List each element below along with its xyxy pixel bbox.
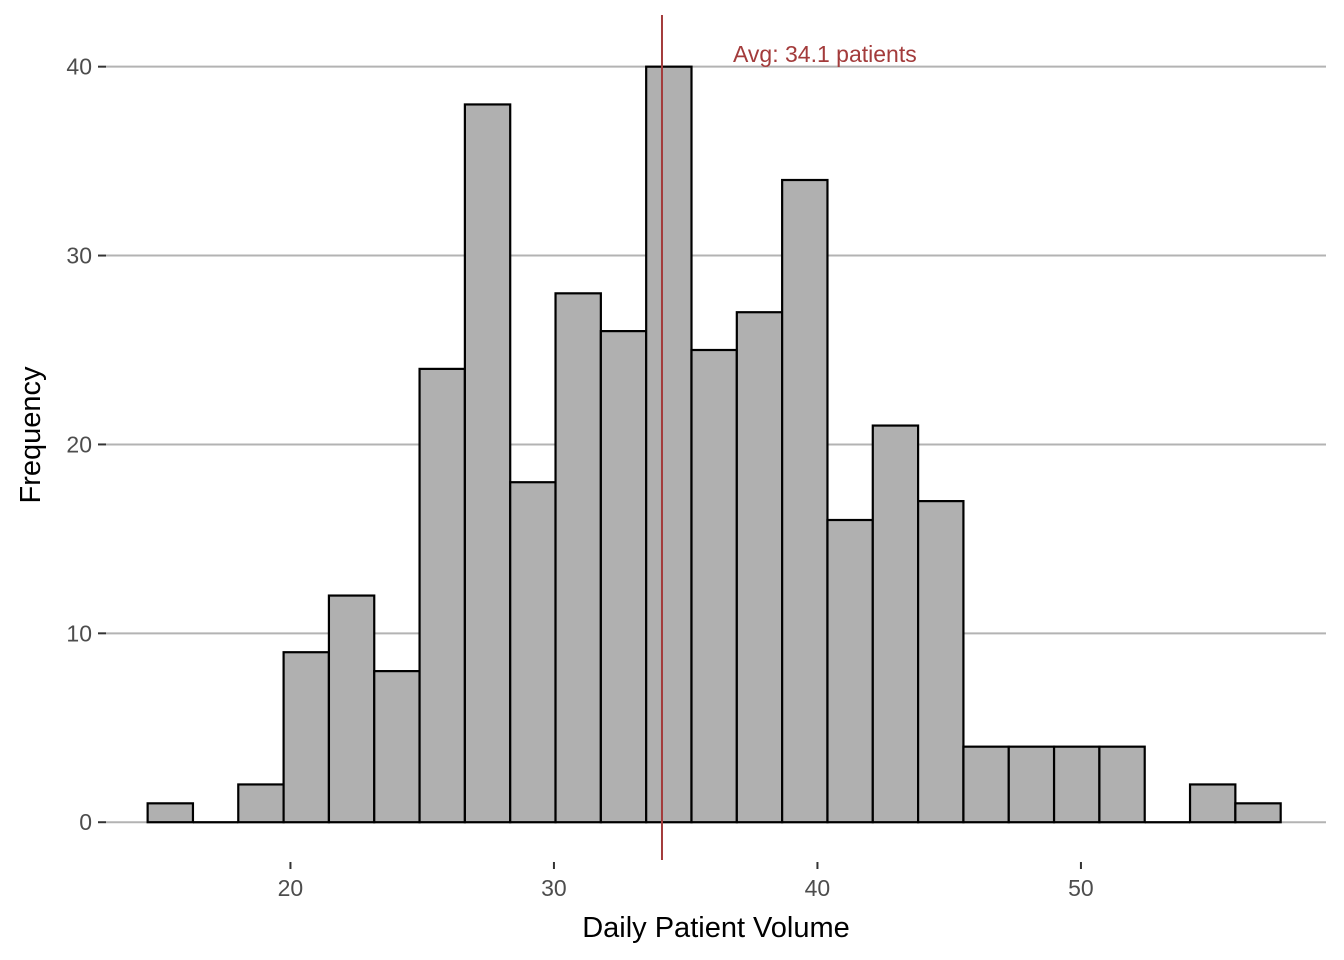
histogram-bar bbox=[282, 651, 331, 824]
histogram-bar bbox=[237, 783, 285, 824]
histogram-bar bbox=[826, 518, 874, 824]
histogram-bar bbox=[917, 500, 965, 824]
histogram-bar bbox=[418, 367, 466, 824]
histogram-bar bbox=[871, 424, 920, 824]
x-axis-title: Daily Patient Volume bbox=[582, 912, 850, 944]
y-axis-title: Frequency bbox=[15, 366, 47, 504]
histogram-bar bbox=[146, 802, 195, 824]
histogram-bar bbox=[1052, 745, 1101, 824]
y-axis-ticks: 0 10 20 30 40 bbox=[66, 54, 106, 835]
histogram-bar bbox=[554, 292, 602, 824]
histogram-bar bbox=[962, 745, 1010, 824]
histogram-bar bbox=[1007, 745, 1056, 824]
histogram-bar bbox=[1098, 745, 1146, 824]
histogram-bars bbox=[146, 65, 1282, 824]
histogram-bar bbox=[690, 348, 738, 824]
histogram-bar bbox=[327, 594, 376, 824]
histogram-bar bbox=[735, 311, 784, 824]
x-tick-label: 50 bbox=[1068, 875, 1094, 901]
histogram-bar bbox=[781, 178, 829, 824]
x-tick-label: 20 bbox=[278, 875, 304, 901]
histogram-bar bbox=[463, 103, 512, 824]
average-annotation: Avg: 34.1 patients bbox=[733, 41, 917, 67]
x-axis-ticks: 20 30 40 50 bbox=[278, 862, 1094, 901]
y-tick-label: 10 bbox=[66, 620, 92, 646]
histogram-bar bbox=[373, 670, 421, 824]
histogram-bar bbox=[599, 330, 648, 824]
histogram-bar bbox=[645, 65, 693, 824]
x-tick-label: 40 bbox=[805, 875, 831, 901]
histogram-bar bbox=[509, 481, 557, 824]
histogram-bar bbox=[1188, 783, 1237, 824]
y-tick-label: 20 bbox=[66, 431, 92, 457]
x-tick-label: 30 bbox=[541, 875, 567, 901]
y-tick-label: 0 bbox=[79, 809, 92, 835]
y-tick-label: 40 bbox=[66, 54, 92, 80]
y-tick-label: 30 bbox=[66, 243, 92, 269]
histogram-bar bbox=[1234, 802, 1282, 824]
